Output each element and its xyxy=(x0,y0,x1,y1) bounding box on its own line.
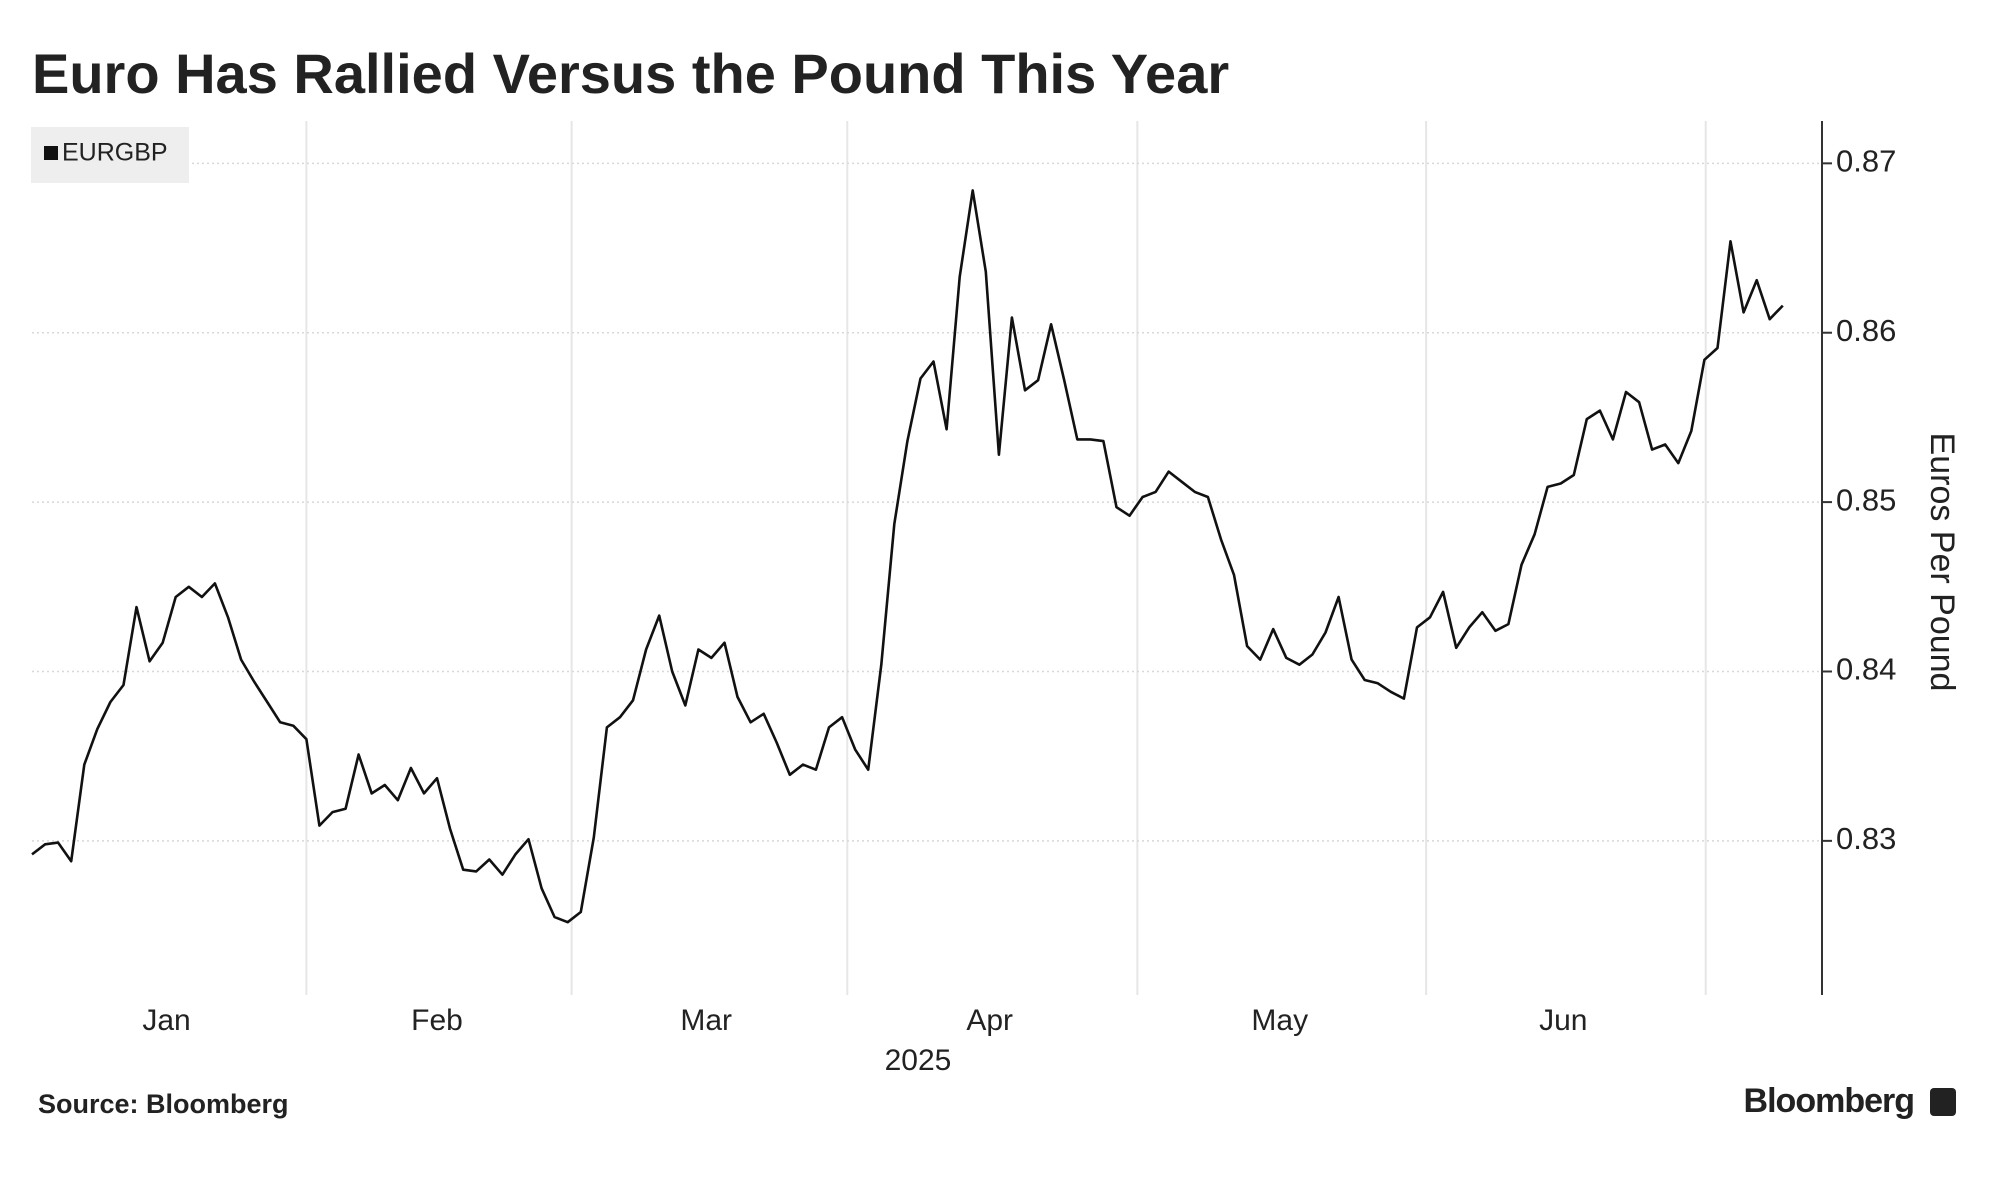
y-tick-label: 0.87 xyxy=(1836,144,1896,179)
chart-title: Euro Has Rallied Versus the Pound This Y… xyxy=(32,42,1229,105)
source: Source: Bloomberg xyxy=(38,1089,289,1119)
x-tick-label: Jun xyxy=(1539,1004,1587,1037)
x-tick-label: Feb xyxy=(411,1004,463,1037)
y-tick-label: 0.83 xyxy=(1836,821,1896,856)
brand-icon xyxy=(1930,1088,1956,1116)
y-tick-label: 0.84 xyxy=(1836,652,1896,687)
x-tick-label: May xyxy=(1251,1004,1308,1037)
legend-swatch xyxy=(44,146,58,160)
x-tick-label: Mar xyxy=(680,1004,732,1037)
x-tick-label: Jan xyxy=(142,1004,190,1037)
y-tick-label: 0.85 xyxy=(1836,482,1896,517)
x-axis-label: 2025 xyxy=(885,1044,952,1077)
y-axis-label: Euros Per Pound xyxy=(1923,433,1961,692)
y-tick-label: 0.86 xyxy=(1836,313,1896,348)
brand: Bloomberg xyxy=(1744,1082,1914,1120)
legend-label: EURGBP xyxy=(62,139,168,167)
x-tick-label: Apr xyxy=(966,1004,1013,1037)
line-series xyxy=(31,189,1784,924)
